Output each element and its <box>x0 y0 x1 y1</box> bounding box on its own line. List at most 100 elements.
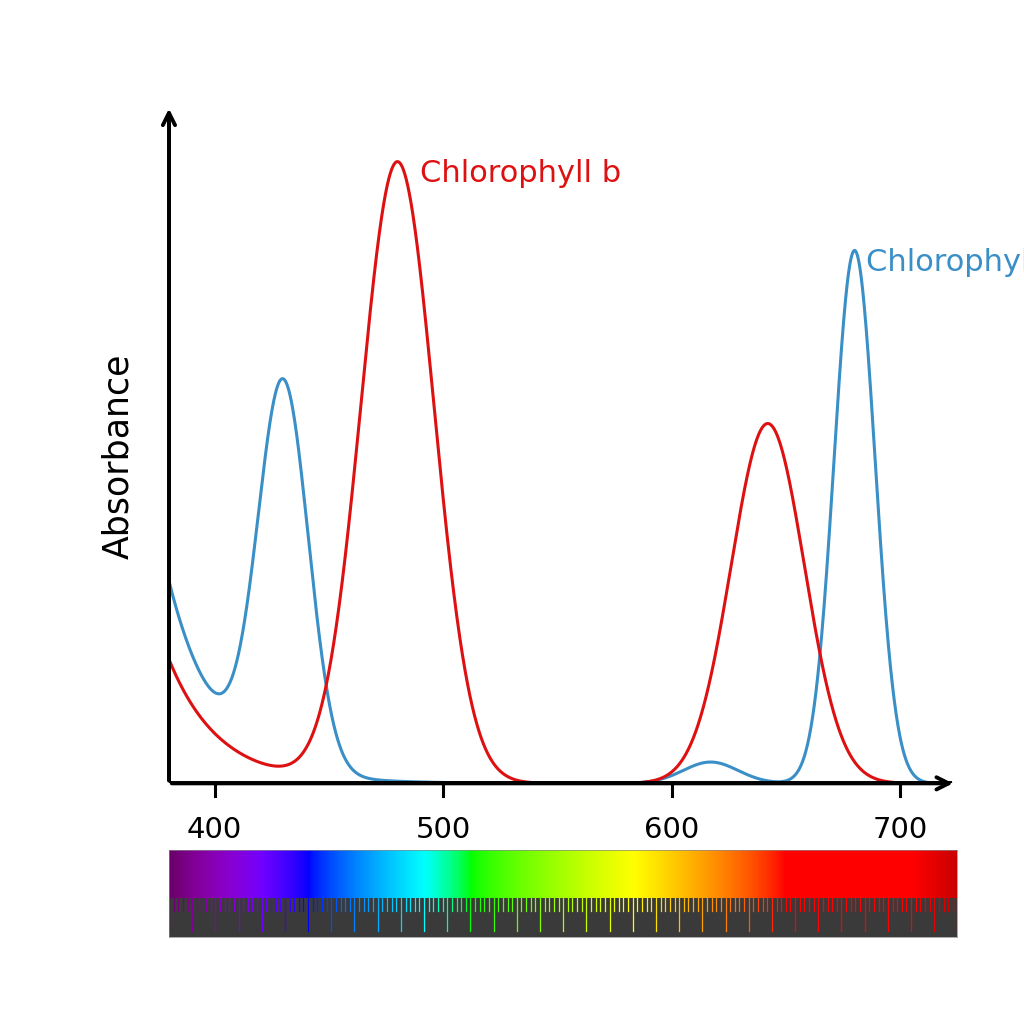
Bar <box>213 850 214 898</box>
Bar <box>287 850 288 898</box>
Bar <box>454 850 455 898</box>
Bar <box>468 850 469 898</box>
Bar <box>925 850 926 898</box>
Bar <box>481 850 482 898</box>
Bar <box>570 850 571 898</box>
Bar <box>598 850 599 898</box>
Bar <box>680 850 681 898</box>
Bar <box>504 850 505 898</box>
Bar <box>193 850 194 898</box>
Bar <box>290 850 291 898</box>
Bar <box>851 850 853 898</box>
Bar <box>534 850 535 898</box>
Bar <box>281 850 282 898</box>
Bar <box>494 850 495 898</box>
Bar <box>425 850 426 898</box>
Bar <box>324 850 325 898</box>
Bar <box>640 850 642 898</box>
Bar <box>384 850 386 898</box>
Bar <box>256 850 257 898</box>
Bar <box>387 850 388 898</box>
Bar <box>748 850 749 898</box>
Bar <box>513 850 514 898</box>
Bar <box>938 850 939 898</box>
Bar <box>737 850 738 898</box>
Bar <box>423 850 424 898</box>
Bar <box>503 850 504 898</box>
Bar <box>857 850 858 898</box>
Bar <box>698 850 699 898</box>
Bar <box>334 850 335 898</box>
Bar <box>853 850 854 898</box>
Bar <box>478 850 479 898</box>
Bar <box>760 850 761 898</box>
Bar <box>532 850 534 898</box>
Bar <box>717 850 718 898</box>
Bar <box>750 850 751 898</box>
Bar <box>735 850 736 898</box>
Bar <box>312 850 313 898</box>
Bar <box>374 850 376 898</box>
Bar <box>415 850 416 898</box>
Bar <box>482 850 483 898</box>
Bar <box>609 850 610 898</box>
Bar <box>860 850 861 898</box>
Bar <box>572 850 573 898</box>
Bar <box>373 850 374 898</box>
Bar <box>249 850 250 898</box>
Bar <box>647 850 648 898</box>
Bar <box>879 850 880 898</box>
Bar <box>777 850 778 898</box>
Bar <box>432 850 433 898</box>
Bar <box>908 850 909 898</box>
Bar <box>317 850 319 898</box>
Bar <box>913 850 914 898</box>
Bar <box>732 850 733 898</box>
Bar <box>862 850 864 898</box>
Bar <box>546 850 547 898</box>
Bar <box>214 850 215 898</box>
Bar <box>579 850 580 898</box>
Bar <box>212 850 213 898</box>
Bar <box>559 850 560 898</box>
Bar <box>452 850 454 898</box>
Bar <box>807 850 809 898</box>
Bar <box>456 850 457 898</box>
Bar <box>657 850 658 898</box>
Bar <box>600 850 601 898</box>
Bar <box>234 850 236 898</box>
Bar <box>890 850 891 898</box>
Bar <box>814 850 815 898</box>
Bar <box>486 850 487 898</box>
Bar <box>556 850 557 898</box>
Bar <box>535 850 536 898</box>
Bar <box>436 850 437 898</box>
Bar <box>507 850 509 898</box>
Bar <box>858 850 859 898</box>
Bar <box>371 850 372 898</box>
Bar <box>894 850 895 898</box>
Bar <box>950 850 951 898</box>
Bar <box>527 850 528 898</box>
Bar <box>883 850 884 898</box>
Bar <box>786 850 787 898</box>
Bar <box>516 850 517 898</box>
Bar <box>686 850 687 898</box>
Bar <box>632 850 633 898</box>
Bar <box>707 850 709 898</box>
Bar <box>872 850 873 898</box>
Bar <box>180 850 181 898</box>
Bar <box>564 850 565 898</box>
Bar <box>784 850 786 898</box>
Bar <box>428 850 429 898</box>
Bar <box>651 850 653 898</box>
Bar <box>571 850 572 898</box>
Bar <box>525 850 526 898</box>
Bar <box>517 850 518 898</box>
Bar <box>411 850 412 898</box>
Bar <box>470 850 471 898</box>
Bar <box>769 850 770 898</box>
Bar <box>472 850 473 898</box>
Bar <box>353 850 354 898</box>
Bar <box>726 850 727 898</box>
